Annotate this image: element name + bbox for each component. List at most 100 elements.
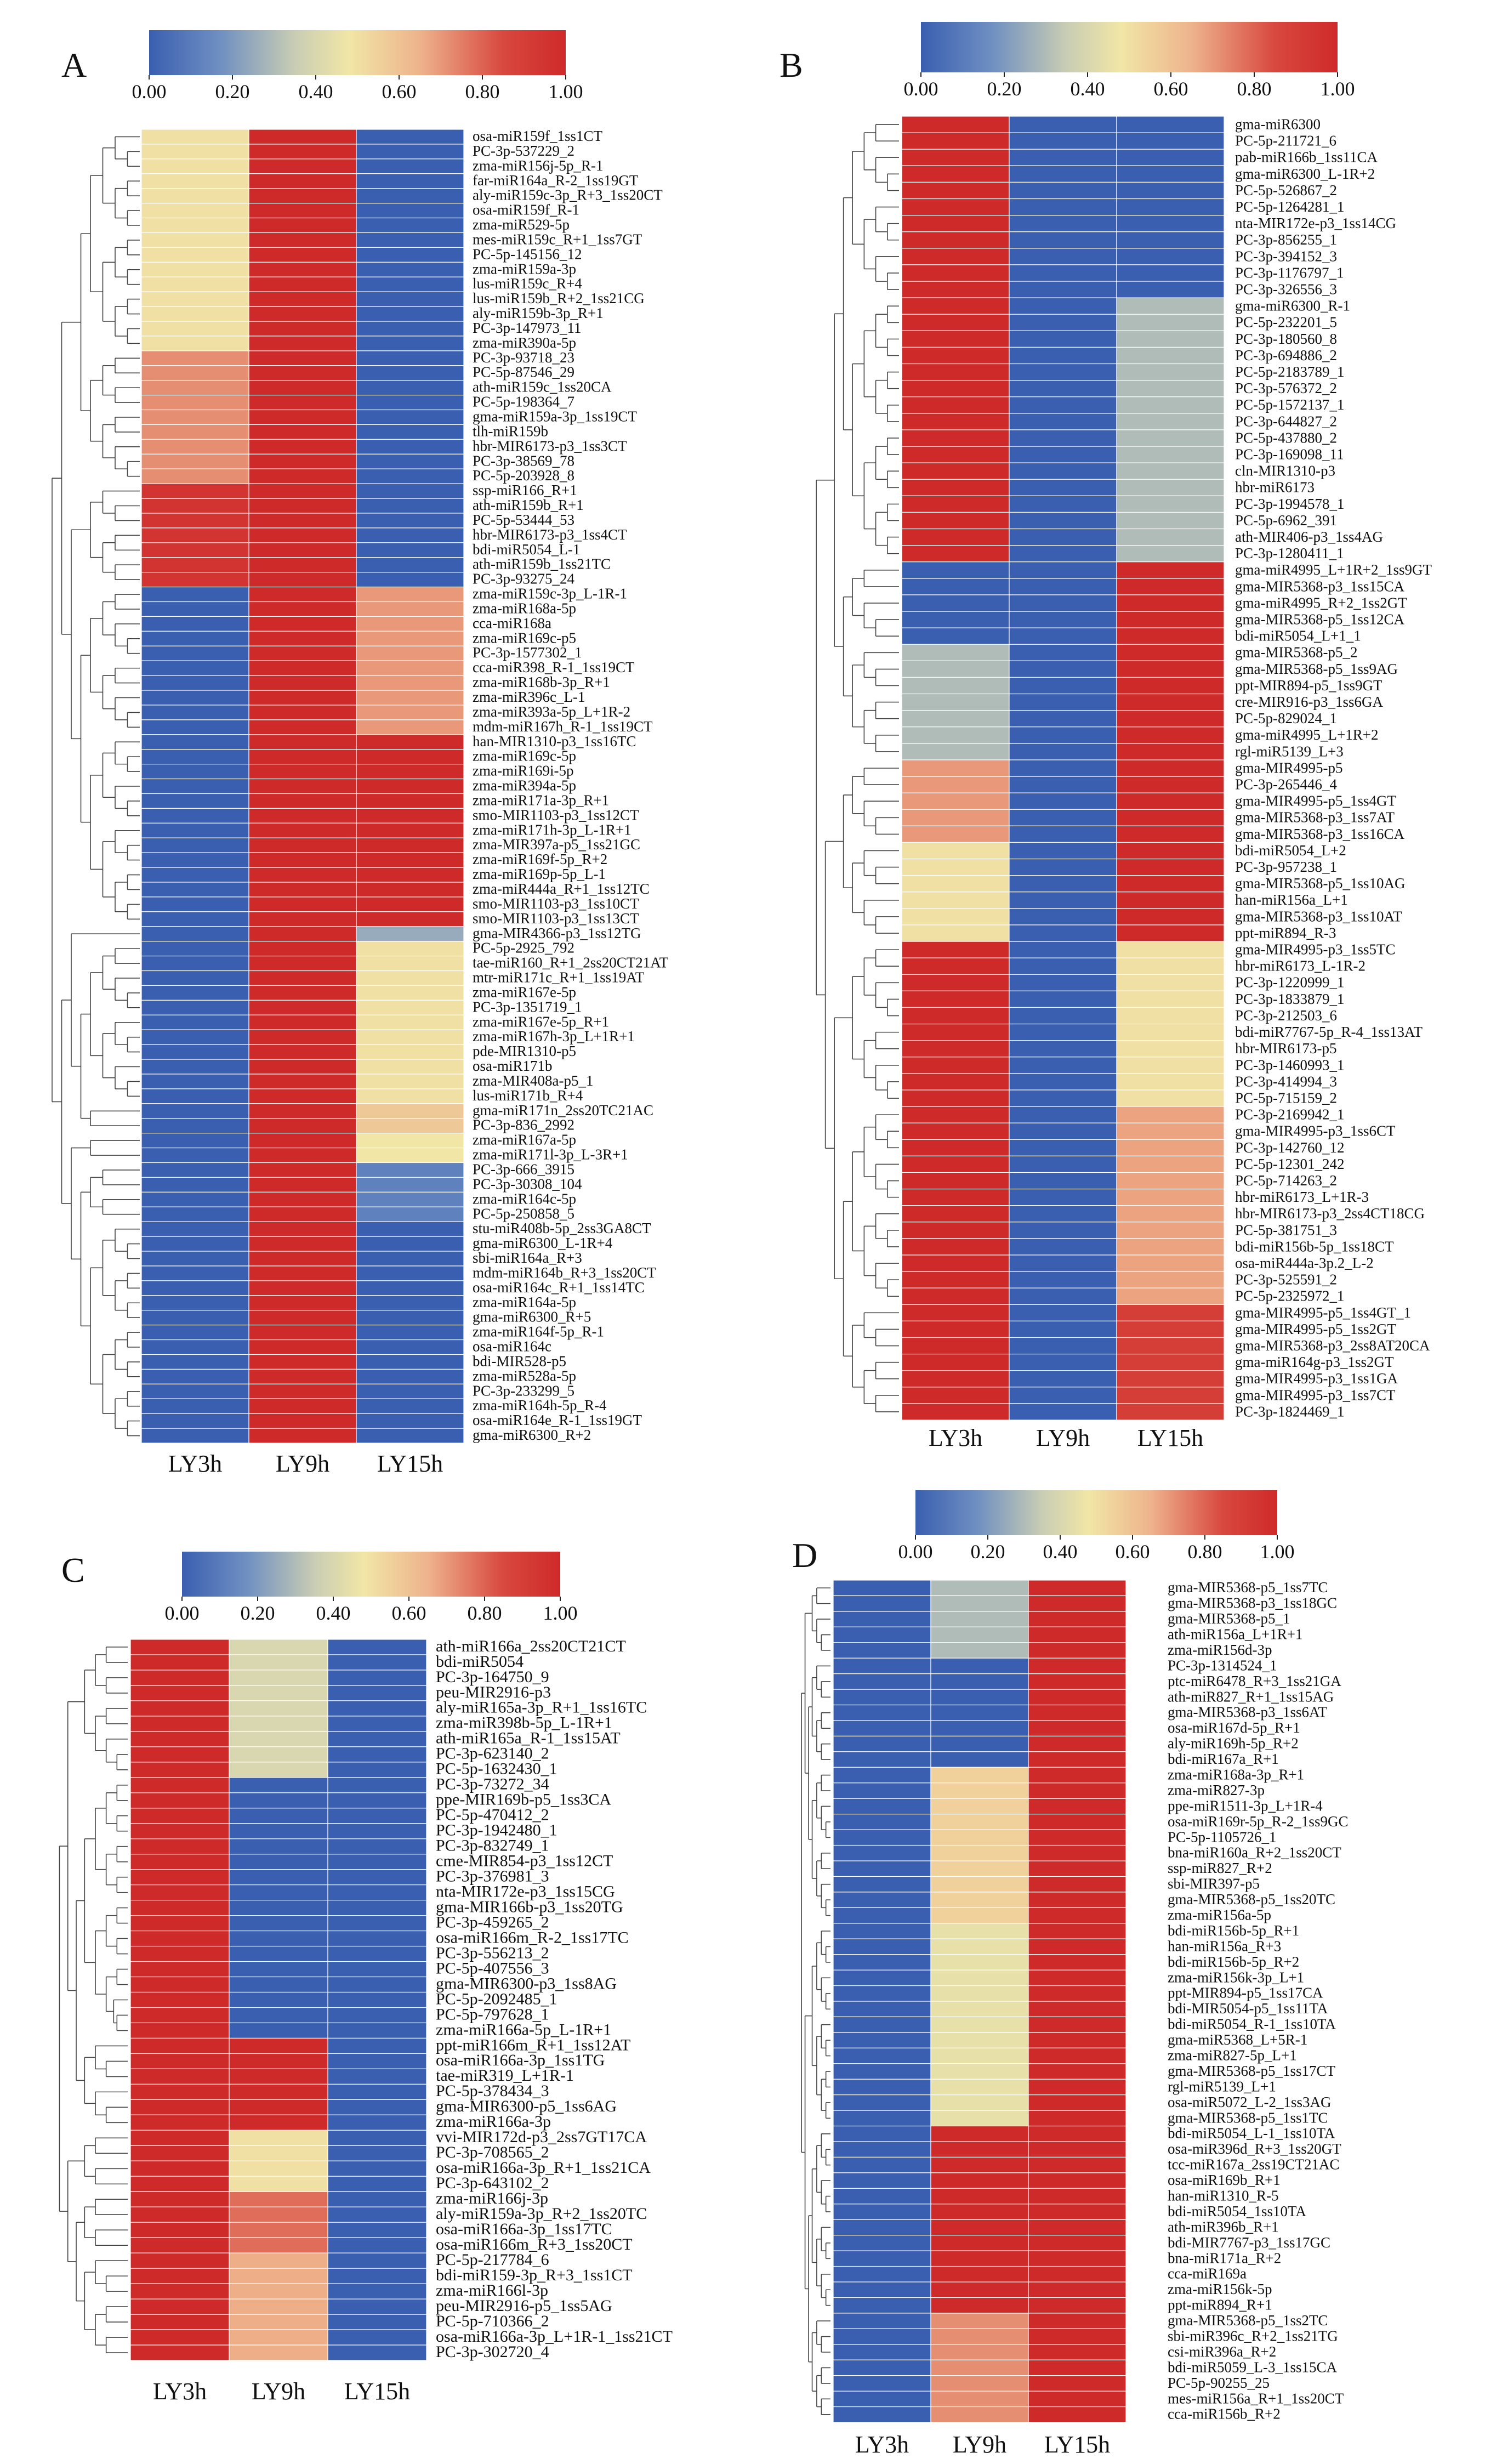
- heatmap-cell: [356, 1398, 464, 1414]
- colorbar-tick-label: 0.00: [898, 1541, 933, 1563]
- column-label: LY3h: [168, 1450, 222, 1477]
- heatmap-cell: [833, 1782, 931, 1799]
- row-label: zma-miR528a-5p: [473, 1367, 576, 1384]
- heatmap-cell: [901, 231, 1010, 249]
- heatmap-cell: [930, 2125, 1029, 2142]
- heatmap-cell: [356, 217, 464, 234]
- heatmap-cell: [141, 1088, 249, 1104]
- row-label: PC-5p-250858_5: [473, 1205, 574, 1222]
- row-label: zma-miR390a-5p: [473, 334, 576, 351]
- heatmap-cell: [248, 586, 357, 603]
- heatmap-cell: [248, 705, 357, 720]
- row-label: ssp-miR827_R+2: [1168, 1860, 1272, 1876]
- heatmap-cell: [327, 1945, 427, 1962]
- heatmap-cell: [901, 875, 1010, 893]
- heatmap-cell: [130, 1945, 230, 1962]
- colorbar: [182, 1552, 560, 1597]
- row-label: sbi-miR164a_R+3: [473, 1250, 582, 1266]
- colorbar: [149, 30, 566, 75]
- row-label: gma-MIR5368-p5_1ss2TC: [1168, 2312, 1328, 2329]
- heatmap-cell: [930, 1689, 1029, 1706]
- heatmap-cell: [1116, 1040, 1225, 1058]
- heatmap-cell: [1028, 1782, 1126, 1799]
- heatmap-cell: [1116, 892, 1225, 909]
- heatmap-cell: [248, 1280, 357, 1296]
- heatmap-cell: [930, 2313, 1029, 2329]
- row-label: osa-miR166a-3p_1ss1TG: [436, 2051, 605, 2069]
- row-label: bdi-MIR7767-p3_1ss17GC: [1168, 2234, 1330, 2251]
- heatmap-cell: [248, 1354, 357, 1370]
- heatmap-cell: [130, 1777, 230, 1793]
- heatmap-cell: [356, 1413, 464, 1429]
- heatmap-cell: [248, 542, 357, 558]
- heatmap-cell: [1009, 297, 1117, 315]
- row-label: gma-MIR6300-p3_1ss8AG: [436, 1974, 617, 1992]
- row-label: ath-miR159b_1ss21TC: [473, 556, 611, 572]
- row-label: PC-3p-1314524_1: [1168, 1657, 1277, 1673]
- row-label: zma-miR166a-3p: [436, 2113, 551, 2131]
- row-label: PC-5p-198364_7: [473, 394, 574, 410]
- row-label: bdi-miR7767-5p_R-4_1ss13AT: [1235, 1024, 1423, 1040]
- row-label: aly-miR169h-5p_R+2: [1168, 1735, 1299, 1752]
- heatmap-cell: [327, 2206, 427, 2223]
- heatmap-cell: [130, 1823, 230, 1840]
- row-label: gma-miR4995_R+2_1ss2GT: [1235, 594, 1407, 611]
- heatmap-cell: [1009, 1188, 1117, 1206]
- heatmap-cell: [356, 882, 464, 898]
- heatmap-cell: [1009, 1403, 1117, 1421]
- heatmap-cell: [141, 1074, 249, 1089]
- colorbar-tick-label: 0.00: [904, 78, 938, 100]
- heatmap-cell: [248, 719, 357, 735]
- row-label: han-miR1310_R-5: [1168, 2188, 1279, 2204]
- row-label: han-miR156a_L+1: [1235, 892, 1348, 908]
- heatmap-cell: [833, 2172, 931, 2189]
- heatmap-cell: [1009, 1320, 1117, 1338]
- heatmap-cell: [901, 1057, 1010, 1074]
- row-label: PC-3p-302720_4: [436, 2343, 549, 2361]
- heatmap-cell: [1116, 726, 1225, 744]
- heatmap-cell: [248, 749, 357, 765]
- heatmap-cell: [229, 1700, 328, 1717]
- heatmap-cell: [901, 809, 1010, 826]
- row-label: peu-MIR2916-p3: [436, 1683, 551, 1701]
- heatmap-cell: [130, 2206, 230, 2223]
- row-label: PC-3p-1824469_1: [1235, 1403, 1345, 1420]
- heatmap-cell: [248, 262, 357, 277]
- heatmap-cell: [229, 2176, 328, 2192]
- heatmap-cell: [141, 232, 249, 248]
- row-label: mdm-miR167h_R-1_1ss19CT: [473, 718, 653, 735]
- colorbar-tick-label: 1.00: [543, 1602, 578, 1624]
- heatmap-cell: [248, 1014, 357, 1030]
- heatmap-cell: [356, 616, 464, 632]
- heatmap-cell: [248, 232, 357, 248]
- heatmap-cell: [1116, 429, 1225, 447]
- row-label: gma-MIR5368-p5_2: [1235, 644, 1357, 661]
- row-label: vvi-MIR172d-p3_2ss7GT17CA: [436, 2128, 647, 2146]
- heatmap-cell: [229, 2037, 328, 2054]
- heatmap-cell: [141, 1000, 249, 1015]
- heatmap-cell: [930, 2297, 1029, 2314]
- heatmap-cell: [901, 743, 1010, 760]
- heatmap-cell: [248, 306, 357, 322]
- heatmap-cell: [130, 1716, 230, 1732]
- row-label: ath-miR159c_1ss20CA: [473, 379, 612, 395]
- heatmap-cell: [1116, 792, 1225, 810]
- heatmap-cell: [930, 2266, 1029, 2283]
- heatmap-cell: [1028, 1626, 1126, 1643]
- heatmap-cell: [1009, 1040, 1117, 1058]
- heatmap-cell: [229, 1961, 328, 1978]
- heatmap-cell: [229, 2314, 328, 2330]
- heatmap-cell: [229, 2298, 328, 2315]
- heatmap-cell: [327, 1823, 427, 1840]
- heatmap-cell: [327, 2222, 427, 2238]
- heatmap-cell: [833, 2016, 931, 2033]
- heatmap-cell: [356, 867, 464, 883]
- heatmap-cell: [356, 837, 464, 853]
- heatmap-cell: [130, 2022, 230, 2039]
- heatmap-cell: [141, 778, 249, 794]
- heatmap-cell: [327, 2237, 427, 2253]
- heatmap-cell: [141, 764, 249, 780]
- heatmap-cell: [833, 2406, 931, 2423]
- row-label: osa-miR166a-3p_R+1_1ss21CA: [436, 2159, 651, 2177]
- heatmap-cell: [1116, 677, 1225, 695]
